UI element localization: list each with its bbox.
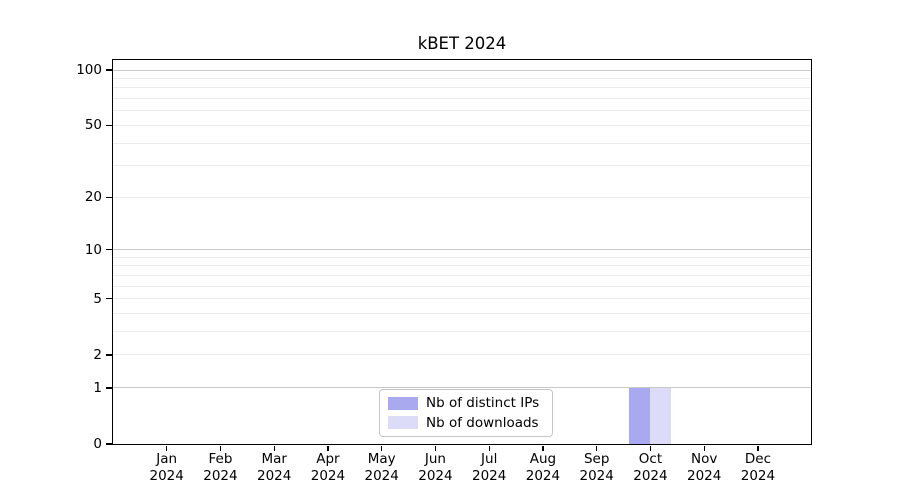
minor-gridline — [113, 124, 811, 126]
x-tick-year: 2024 — [740, 467, 776, 484]
x-tick-label: Nov 2024 — [674, 451, 734, 484]
x-tick-month: Jan — [156, 451, 178, 467]
x-tick-month: Sep — [583, 451, 610, 467]
minor-gridline — [113, 77, 811, 79]
y-tick-mark — [106, 298, 112, 300]
minor-gridline — [113, 274, 811, 276]
x-tick-mark — [596, 445, 598, 451]
x-tick-label: Aug 2024 — [513, 451, 573, 484]
legend-label-distinct-ips: Nb of distinct IPs — [426, 395, 540, 412]
x-tick-label: May 2024 — [352, 451, 412, 484]
x-tick-year: 2024 — [257, 467, 292, 484]
minor-gridline — [113, 87, 811, 89]
x-tick-label: Apr 2024 — [298, 451, 358, 484]
minor-gridline — [113, 196, 811, 198]
chart-title: kBET 2024 — [417, 34, 507, 53]
x-tick-month: Mar — [261, 451, 287, 467]
x-tick-month: Apr — [316, 451, 340, 467]
minor-gridline — [113, 313, 811, 315]
legend: Nb of distinct IPs Nb of downloads — [379, 389, 553, 437]
x-tick-year: 2024 — [633, 467, 668, 484]
x-tick-mark — [434, 445, 437, 451]
x-tick-month: Oct — [638, 451, 663, 467]
y-tick-mark — [106, 196, 112, 198]
x-tick-month: Nov — [691, 451, 718, 467]
y-tick-mark — [106, 387, 112, 389]
x-tick-month: Dec — [744, 451, 771, 467]
x-tick-mark — [542, 445, 544, 451]
minor-gridline — [113, 298, 811, 300]
y-tick-mark — [106, 354, 112, 356]
x-tick-year: 2024 — [579, 467, 614, 484]
x-tick-label: Jun 2024 — [405, 451, 465, 484]
x-tick-mark — [219, 445, 222, 451]
major-gridline — [113, 387, 811, 389]
x-tick-label: Feb 2024 — [190, 451, 250, 484]
y-tick-label: 2 — [93, 346, 102, 363]
x-tick-label: Sep 2024 — [567, 451, 627, 484]
x-tick-label: Oct 2024 — [620, 451, 680, 484]
y-tick-label: 50 — [84, 117, 102, 134]
y-tick-label: 20 — [84, 189, 102, 206]
minor-gridline — [113, 256, 811, 258]
y-tick-label: 0 — [93, 436, 102, 452]
y-tick-mark — [106, 248, 112, 251]
minor-gridline — [113, 98, 811, 100]
x-tick-month: May — [367, 451, 396, 467]
x-tick-year: 2024 — [472, 467, 507, 484]
y-tick-mark — [106, 443, 112, 445]
x-tick-mark — [757, 445, 759, 451]
x-tick-year: 2024 — [149, 467, 184, 484]
x-tick-mark — [488, 445, 490, 451]
major-gridline — [113, 69, 811, 71]
x-tick-mark — [649, 445, 652, 451]
legend-swatch-downloads — [388, 416, 418, 430]
x-tick-label: Dec 2024 — [728, 451, 788, 484]
x-tick-year: 2024 — [310, 467, 346, 484]
legend-item-distinct-ips: Nb of distinct IPs — [388, 395, 544, 411]
x-tick-year: 2024 — [364, 467, 399, 484]
minor-gridline — [113, 354, 811, 356]
bar-downloads-oct — [649, 387, 671, 444]
minor-gridline — [113, 285, 811, 287]
x-tick-month: Feb — [208, 451, 233, 467]
y-tick-label: 10 — [84, 241, 102, 258]
y-tick-label: 100 — [76, 62, 102, 78]
major-gridline — [113, 249, 811, 251]
minor-gridline — [113, 331, 811, 333]
legend-swatch-distinct-ips — [388, 396, 418, 410]
legend-label-downloads: Nb of downloads — [426, 414, 539, 431]
x-tick-label: Jul 2024 — [459, 451, 519, 484]
plot-area — [112, 59, 812, 445]
x-tick-label: Jan 2024 — [137, 451, 197, 484]
x-tick-year: 2024 — [203, 467, 238, 484]
x-tick-month: Aug — [529, 451, 557, 467]
bar-distinct-ips-oct — [628, 387, 650, 444]
y-tick-mark — [106, 124, 112, 127]
x-tick-mark — [381, 445, 383, 451]
x-tick-mark — [703, 445, 705, 451]
minor-gridline — [113, 165, 811, 167]
x-tick-month: Jul — [481, 451, 498, 467]
y-tick-label: 1 — [93, 379, 102, 396]
x-tick-mark — [327, 445, 329, 451]
x-tick-label: Mar 2024 — [244, 451, 304, 484]
minor-gridline — [113, 265, 811, 267]
legend-item-downloads: Nb of downloads — [388, 415, 544, 431]
x-tick-year: 2024 — [687, 467, 722, 484]
y-tick-label: 5 — [93, 290, 102, 307]
x-tick-mark — [273, 445, 275, 451]
x-tick-year: 2024 — [418, 467, 453, 484]
minor-gridline — [113, 110, 811, 112]
x-tick-year: 2024 — [525, 467, 561, 484]
y-tick-mark — [106, 69, 112, 71]
x-tick-mark — [166, 445, 168, 451]
x-tick-month: Jun — [424, 451, 446, 467]
minor-gridline — [113, 142, 811, 144]
